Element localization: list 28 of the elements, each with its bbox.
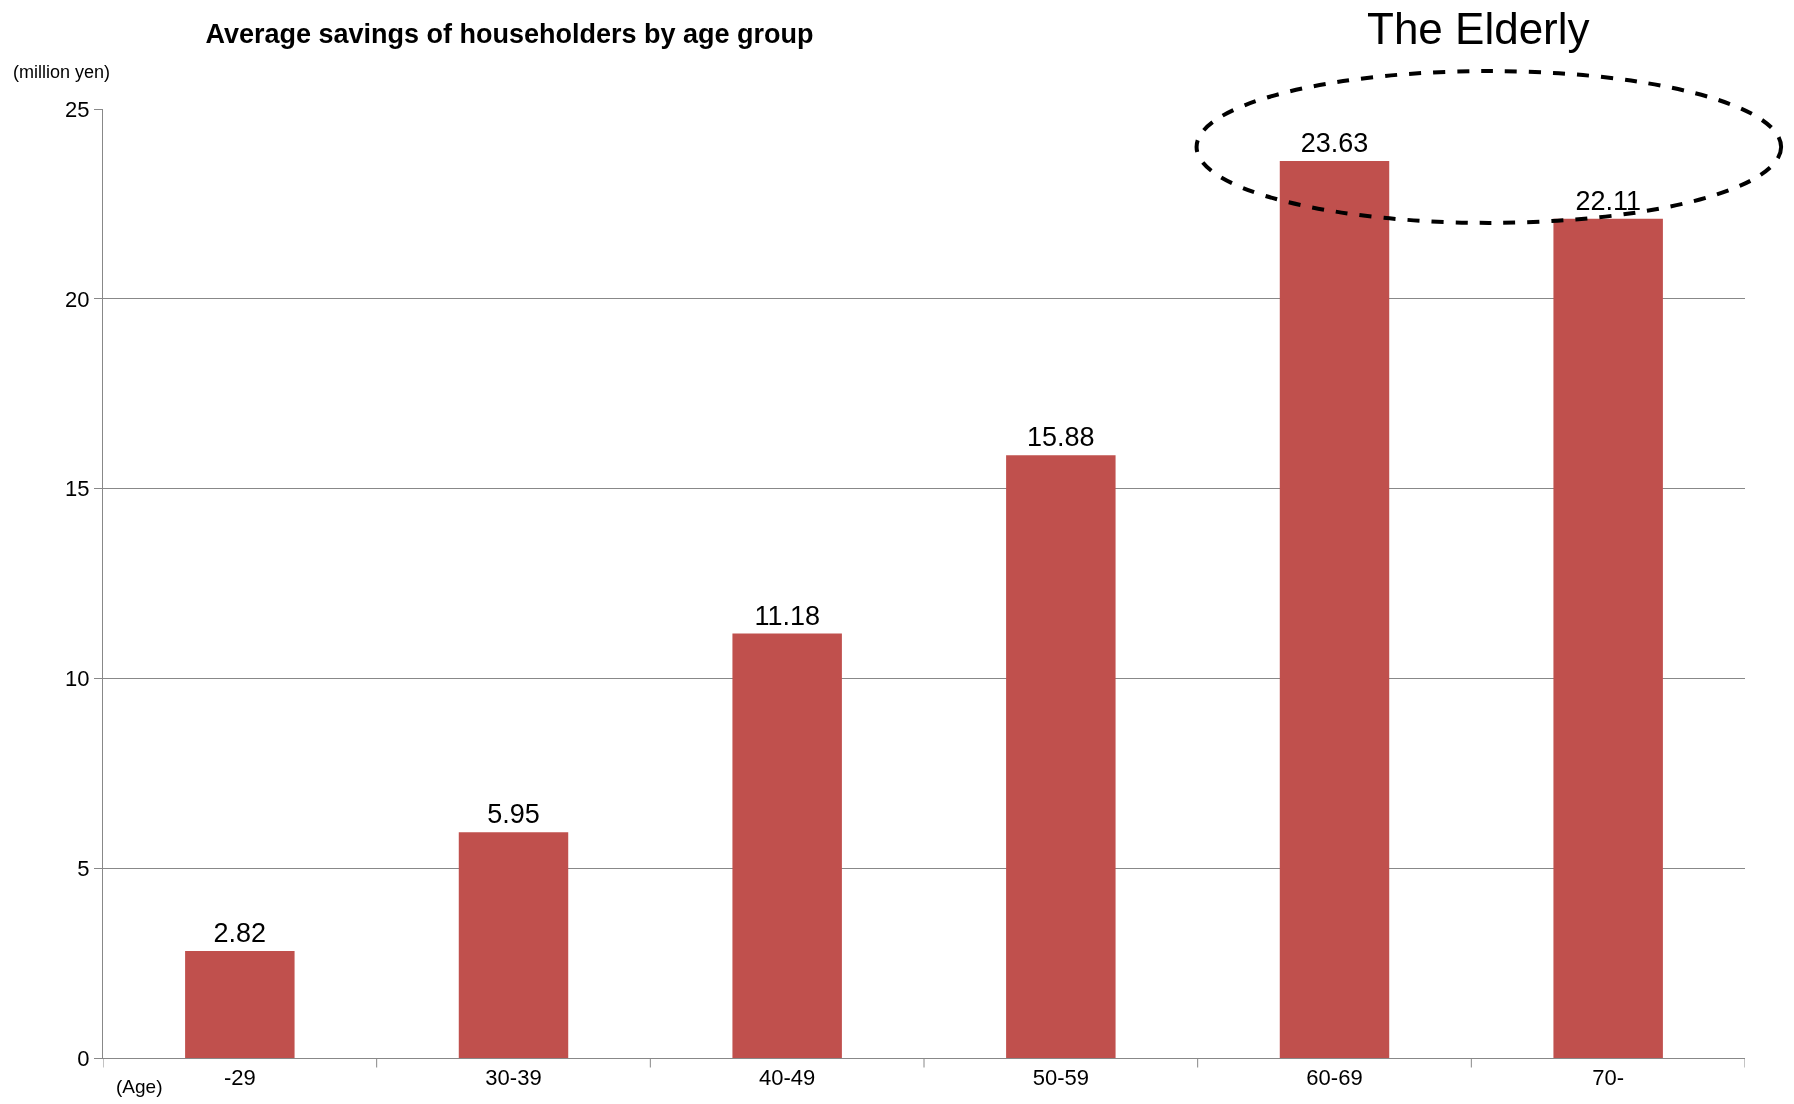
bar [185,950,295,1058]
x-axis-title: (Age) [116,1076,163,1097]
y-tick-label: 25 [65,96,90,122]
y-tick-label: 15 [65,476,90,502]
x-tick-label: 60-69 [1306,1065,1363,1091]
x-tick-label: 40-49 [759,1065,816,1091]
x-tick-label: 30-39 [485,1065,542,1091]
data-label: 22.11 [1575,185,1641,216]
y-tick-label: 10 [65,666,90,692]
data-label: 11.18 [754,600,820,631]
y-tick-label: 0 [77,1045,90,1071]
y-tick-label: 5 [77,855,90,881]
bar [1006,455,1116,1058]
x-tick-label: -29 [223,1065,256,1091]
y-axis-title: (million yen) [13,62,111,82]
y-tick-label: 20 [65,286,90,312]
bar [732,633,842,1058]
x-tick-label: 50-59 [1032,1065,1089,1091]
chart-title: Average savings of householders by age group [205,18,814,49]
text: The Elderly [1367,4,1590,53]
data-label: 2.82 [213,917,267,948]
data-label: 23.63 [1300,128,1369,159]
data-label: 15.88 [1027,422,1095,453]
bar [458,832,569,1058]
bar [1279,161,1390,1058]
x-tick-label: 70- [1592,1065,1625,1091]
data-label: 5.95 [487,799,540,830]
bar [1553,218,1663,1058]
